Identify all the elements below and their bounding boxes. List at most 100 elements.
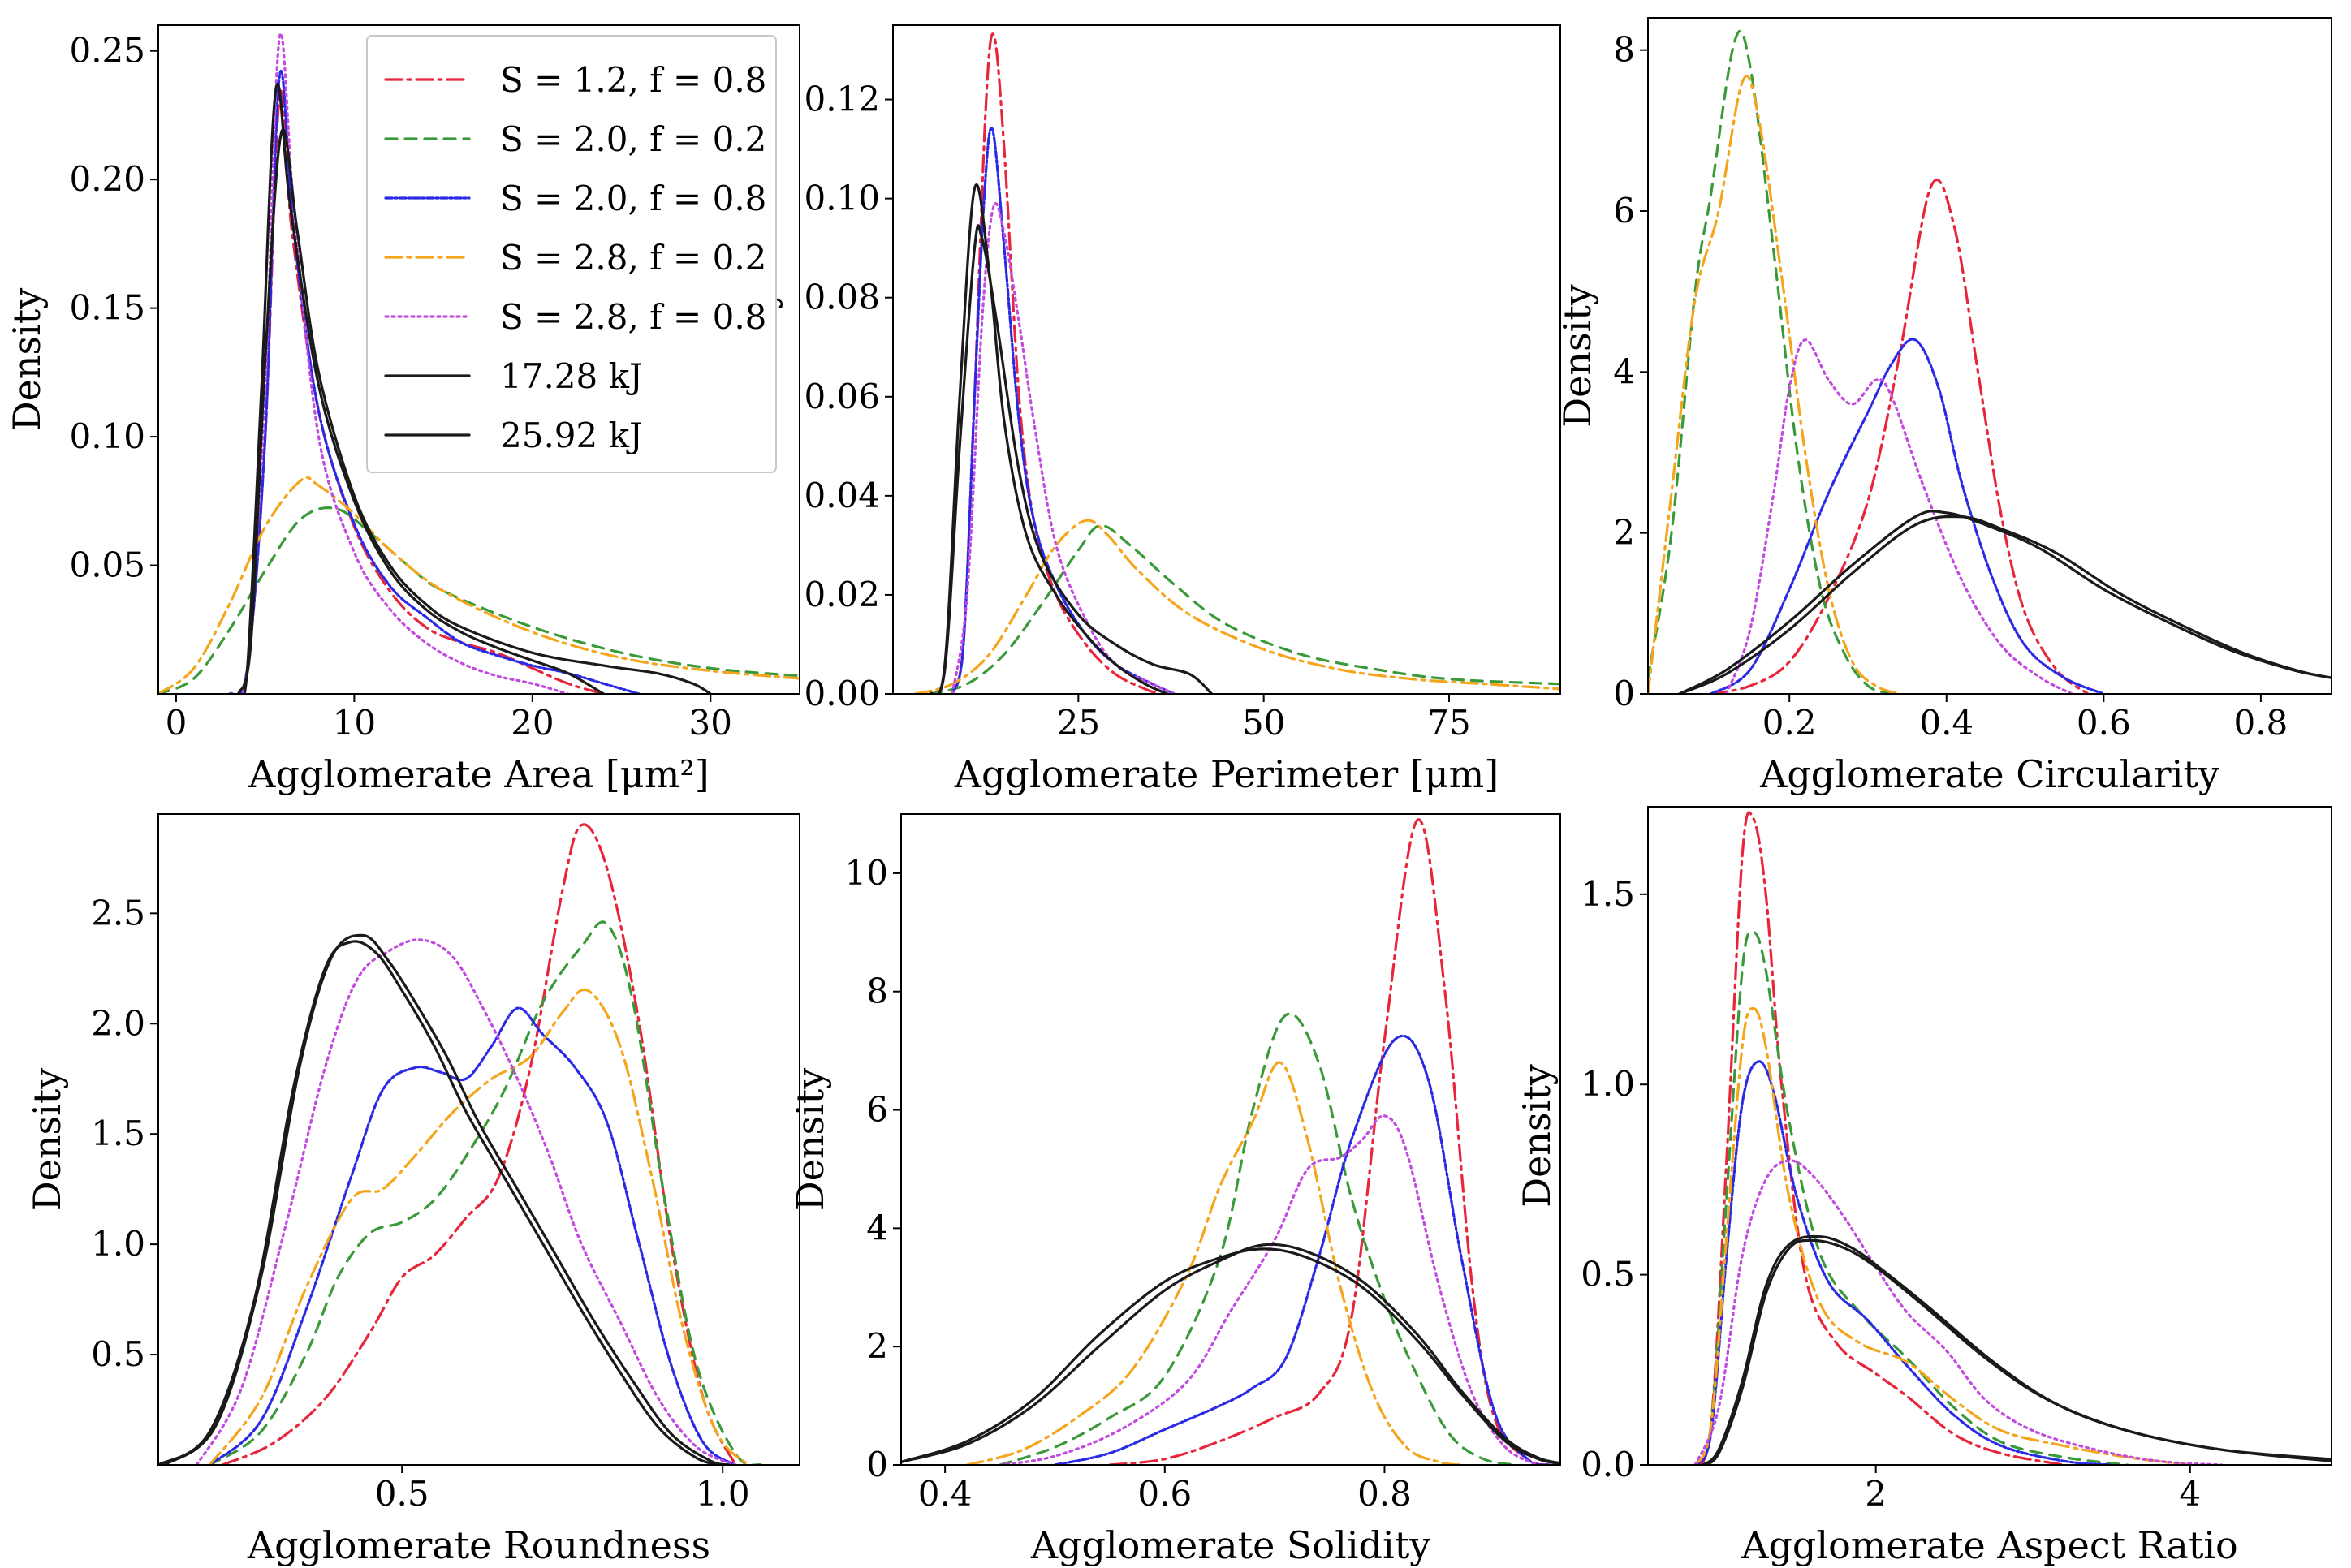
x-axis-label: Agglomerate Area [μm²] (248, 752, 709, 796)
y-tick-label: 0.00 (804, 674, 880, 713)
series-line (901, 1247, 1560, 1465)
y-tick-label: 2 (1613, 513, 1635, 553)
legend-entry: S = 2.8, f = 0.2 (384, 238, 766, 278)
y-tick-label: 0.15 (69, 288, 145, 328)
legend-label: S = 2.8, f = 0.2 (500, 238, 766, 278)
series-line (1678, 515, 2332, 694)
series-line (1693, 1060, 2113, 1465)
series-line (929, 523, 1560, 694)
x-tick-label: 0.4 (918, 1474, 973, 1514)
x-tick-label: 10 (333, 703, 376, 743)
x-tick-label: 50 (1242, 703, 1285, 743)
legend: S = 1.2, f = 0.8 S = 2.0, f = 0.2 S = 2.… (366, 35, 777, 473)
y-tick-label: 2.0 (91, 1003, 145, 1043)
legend-label: S = 2.8, f = 0.8 (500, 297, 766, 337)
chart-panel: 0.2 0.4 0.6 0.8 0 2 4 6 8 Agglomerate Circularity… (1555, 17, 2332, 796)
y-tick-label: 0.06 (804, 377, 880, 416)
x-tick-label: 0.4 (1919, 703, 1974, 743)
x-tick-label: 4 (2179, 1474, 2201, 1514)
series-line (951, 201, 1176, 694)
series-line (228, 69, 641, 694)
series-line (965, 1061, 1463, 1465)
series-line (1693, 930, 2129, 1465)
axes-frame (157, 24, 800, 695)
y-tick-label: 0.10 (69, 416, 145, 456)
series-group (1648, 29, 2332, 694)
y-tick-label: 0.04 (804, 476, 880, 515)
series-line (901, 1243, 1560, 1465)
axes-frame (900, 813, 1561, 1466)
series-line (237, 128, 712, 694)
y-tick-label: 0.05 (69, 545, 145, 585)
legend-label: 17.28 kJ (500, 356, 643, 396)
series-line (195, 938, 737, 1465)
y-tick-label: 2.5 (91, 893, 145, 933)
chart-panel: 0.5 1.0 0.5 1.0 1.5 2.0 2.5 Agglomerate Roundne… (25, 813, 800, 1567)
legend-label: S = 2.0, f = 0.2 (500, 119, 766, 159)
series-group (158, 823, 763, 1465)
series-line (1678, 510, 2332, 694)
x-tick-label: 0 (166, 703, 188, 743)
y-tick-label: 10 (845, 853, 888, 893)
legend-entry: 17.28 kJ (384, 356, 643, 396)
y-tick-label: 2 (866, 1326, 888, 1366)
x-axis-label: Agglomerate Circularity (1759, 752, 2219, 796)
legend-entry: 25.92 kJ (384, 416, 643, 455)
series-line (1725, 338, 2074, 694)
series-group (901, 818, 1560, 1465)
series-line (237, 82, 606, 694)
series-line (1648, 29, 1893, 694)
y-tick-label: 6 (1613, 191, 1635, 230)
y-tick-label: 8 (1613, 30, 1635, 70)
y-tick-label: 1.0 (91, 1224, 145, 1264)
y-axis-label: Density (788, 1068, 832, 1212)
x-axis-label: Agglomerate Perimeter [μm] (954, 752, 1499, 796)
y-tick-label: 0.10 (804, 179, 880, 218)
y-tick-label: 0.08 (804, 278, 880, 317)
x-tick-label: 0.6 (2077, 703, 2131, 743)
x-tick-label: 0.2 (1762, 703, 1817, 743)
series-line (1693, 1006, 2192, 1465)
y-axis-label: Density (25, 1068, 69, 1212)
y-tick-label: 1.5 (1581, 874, 1635, 914)
y-tick-label: 0 (1613, 674, 1635, 713)
y-tick-label: 1.5 (91, 1114, 145, 1153)
legend-label: 25.92 kJ (500, 416, 643, 455)
y-tick-label: 0.25 (69, 31, 145, 71)
x-axis-label: Agglomerate Solidity (1030, 1523, 1430, 1567)
axes-frame (892, 24, 1561, 695)
y-tick-label: 0 (866, 1445, 888, 1484)
x-axis-label: Agglomerate Roundness (247, 1523, 710, 1567)
x-axis-label: Agglomerate Aspect Ratio (1741, 1523, 2237, 1567)
series-line (1702, 1234, 2332, 1465)
axes-frame (1647, 17, 2332, 695)
legend-label: S = 2.0, f = 0.8 (500, 179, 766, 218)
x-tick-label: 75 (1427, 703, 1470, 743)
series-group (913, 32, 1560, 694)
series-line (208, 920, 763, 1465)
series-line (158, 940, 724, 1465)
series-line (1709, 179, 2090, 694)
chart-panel: 0 10 20 30 0.05 0.10 0.15 0.20 0.25 Agglomerate A… (5, 24, 800, 796)
y-tick-label: 0.02 (804, 575, 880, 614)
series-line (1702, 1238, 2332, 1465)
series-line (208, 1006, 737, 1465)
axes-frame (157, 813, 800, 1466)
x-tick-label: 20 (511, 703, 554, 743)
series-group (1693, 811, 2332, 1465)
chart-panel: 2 4 0.0 0.5 1.0 1.5 Agglomerate Aspect Ratio De… (1515, 806, 2332, 1567)
legend-entries: S = 1.2, f = 0.8 S = 2.0, f = 0.2 S = 2.… (384, 60, 766, 455)
series-line (913, 519, 1560, 694)
y-axis-label: Density (1515, 1064, 1559, 1208)
series-line (1693, 811, 2066, 1465)
series-line (1053, 1034, 1551, 1465)
legend-entry: S = 1.2, f = 0.8 (384, 60, 766, 100)
y-tick-label: 4 (1613, 351, 1635, 391)
x-tick-label: 30 (689, 703, 732, 743)
y-tick-label: 1.0 (1581, 1064, 1635, 1104)
y-tick-label: 8 (866, 971, 888, 1011)
series-line (999, 1114, 1540, 1465)
legend-entry: S = 2.0, f = 0.8 (384, 179, 766, 218)
y-tick-label: 0.5 (91, 1334, 145, 1374)
